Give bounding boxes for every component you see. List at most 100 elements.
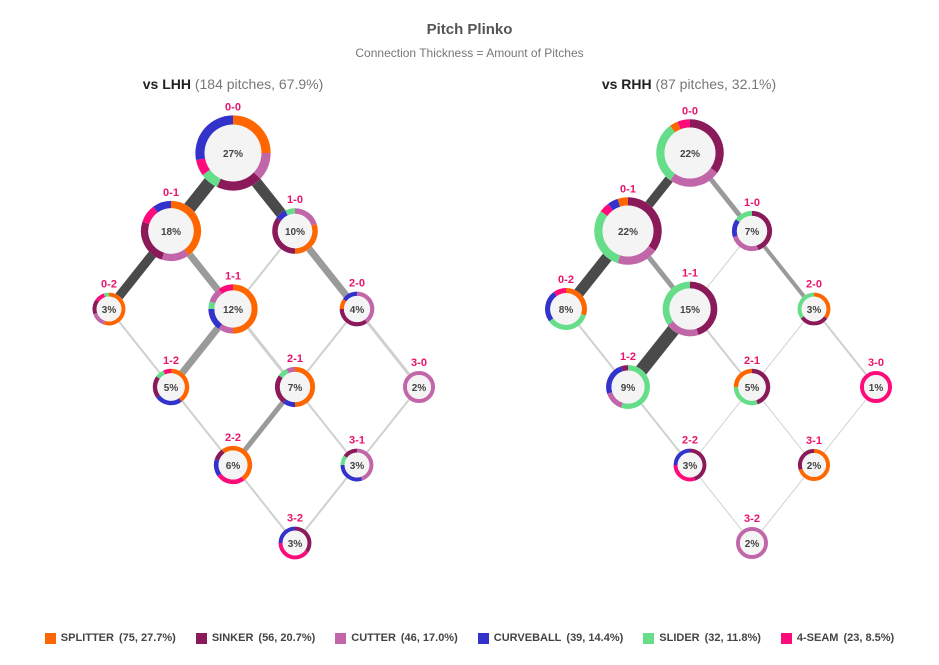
donut-segment-cutter	[218, 323, 234, 334]
node-count-label: 2-0	[806, 279, 822, 291]
legend-item-splitter[interactable]: SPLITTER (75, 27.7%)	[44, 632, 176, 644]
legend-item-slider[interactable]: SLIDER (32, 11.8%)	[643, 632, 761, 644]
count-node-0-1: 18% 0-1	[140, 187, 202, 262]
donut-segment-splitter	[670, 121, 681, 133]
donut-segment-sinker	[798, 449, 815, 470]
donut-segment-sinker	[689, 119, 724, 173]
panel-label-rhh: vs RHH	[601, 76, 652, 92]
node-center	[664, 127, 716, 179]
donut-segment-cutter	[93, 312, 106, 325]
donut-segment-cutter	[617, 245, 656, 265]
plinko-plot: 27% 0-0 18% 0-1 10% 1-0 3% 0-2 12% 1-1 4% 2-0 5% 1-2 7…	[92, 101, 892, 560]
donut-segment-4-seam	[196, 158, 211, 176]
node-count-label: 0-2	[558, 274, 574, 286]
legend-item-sinker[interactable]: SINKER (56, 20.7%)	[195, 632, 315, 644]
node-percent-label: 10%	[285, 227, 305, 238]
count-node-3-1: 2% 3-1	[798, 435, 830, 481]
donut-segment-sinker	[621, 365, 629, 372]
donut-segment-cutter	[607, 391, 624, 408]
legend-label-cutter: CUTTER	[351, 632, 396, 644]
node-center	[148, 208, 194, 254]
donut-segment-4-seam	[553, 288, 567, 297]
node-center	[802, 453, 826, 477]
node-count-label: 3-0	[411, 357, 427, 369]
node-center	[277, 213, 313, 249]
node-count-label: 1-2	[620, 351, 636, 363]
donut-segment-cutter	[667, 320, 699, 337]
donut-segment-slider	[285, 208, 296, 216]
node-percent-label: 3%	[683, 461, 698, 472]
node-percent-label: 4%	[350, 305, 365, 316]
node-center	[864, 375, 888, 399]
count-node-2-2: 3% 2-2	[673, 435, 707, 482]
donut-segment-cutter	[253, 152, 271, 179]
donut-segment-slider	[340, 455, 348, 466]
node-count-label: 3-1	[349, 435, 365, 447]
legend-swatch-sinker	[195, 632, 207, 644]
legend-item-4-seam[interactable]: 4-SEAM (23, 8.5%)	[780, 632, 895, 644]
donut-segment-slider	[549, 313, 586, 330]
panel-title-lhh: vs LHH (184 pitches, 67.9%)	[83, 76, 383, 92]
node-center	[611, 370, 645, 404]
donut-segment-curveball	[153, 200, 172, 213]
chart-subtitle: Connection Thickness = Amount of Pitches	[355, 46, 584, 60]
donut-segment-sinker	[274, 375, 287, 404]
node-percent-label: 22%	[680, 149, 700, 160]
link-3-0-to-3-1	[356, 386, 420, 466]
donut-segment-splitter	[339, 298, 347, 310]
donut-segment-curveball	[340, 464, 363, 482]
donut-segment-slider	[662, 281, 691, 326]
node-center	[407, 375, 431, 399]
panel-label-lhh: vs LHH	[142, 76, 191, 92]
count-node-0-1: 22% 0-1	[594, 183, 662, 265]
donut-segment-splitter	[103, 292, 126, 326]
node-count-label: 0-1	[620, 183, 636, 195]
donut-segment-splitter2	[221, 445, 234, 454]
node-count-label: 1-0	[287, 194, 303, 206]
donut-segment-splitter	[170, 368, 190, 402]
node-percent-label: 3%	[102, 305, 117, 316]
legend-stat-curveball: (39, 14.4%)	[566, 632, 624, 644]
donut-segment-slider	[278, 368, 289, 379]
count-node-2-0: 4% 2-0	[339, 278, 375, 327]
donut-segment-sinker	[216, 172, 261, 191]
panel-detail-rhh: (87 pitches, 32.1%)	[655, 76, 777, 92]
node-count-label: 1-1	[682, 268, 698, 280]
donut-segment-curveball	[276, 210, 288, 222]
node-center	[344, 452, 370, 478]
donut-segment-curveball	[606, 366, 624, 394]
legend-stat-4-seam: (23, 8.5%)	[843, 632, 895, 644]
count-node-2-2: 6% 2-2	[213, 432, 253, 485]
link-3-0-to-3-1	[813, 386, 877, 466]
donut-segment-cutter	[356, 448, 374, 481]
donut-segment-cutter	[732, 235, 759, 252]
node-count-label: 1-2	[163, 355, 179, 367]
node-count-label: 3-2	[287, 513, 303, 525]
node-count-label: 3-2	[744, 513, 760, 525]
legend-item-cutter[interactable]: CUTTER (46, 17.0%)	[335, 632, 458, 644]
donut-segment-curveball	[342, 291, 358, 302]
node-count-label: 2-0	[349, 278, 365, 290]
count-node-2-1: 7% 2-1	[274, 353, 316, 408]
link-2-2-to-3-2	[689, 464, 753, 544]
link-3-1-to-3-2	[294, 464, 358, 544]
node-center	[740, 531, 764, 555]
node-center	[550, 293, 582, 325]
count-node-1-2: 9% 1-2	[606, 351, 650, 409]
donut-segment-cutter	[736, 527, 768, 559]
node-percent-label: 12%	[223, 305, 243, 316]
donut-segment-slider	[656, 125, 676, 181]
donut-segment-cutter	[161, 249, 189, 262]
donut-segment-curveball	[156, 394, 182, 406]
donut-segment-sinker	[140, 221, 165, 260]
donut-segment-sinker	[152, 376, 160, 398]
node-count-label: 2-2	[682, 435, 698, 447]
donut-segment-curveball	[208, 308, 223, 329]
legend-swatch-curveball	[477, 632, 489, 644]
legend-item-curveball[interactable]: CURVEBALL (39, 14.4%)	[477, 632, 624, 644]
donut-segment-sinker	[214, 449, 225, 461]
node-percent-label: 5%	[745, 383, 760, 394]
node-center	[736, 215, 768, 247]
donut-segment-splitter	[294, 366, 316, 408]
chart-title: Pitch Plinko	[426, 21, 513, 38]
